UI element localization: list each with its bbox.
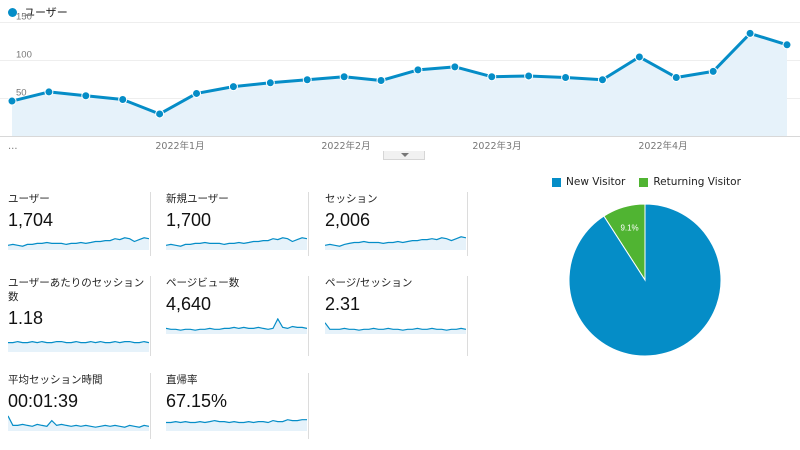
data-point[interactable]	[745, 28, 755, 38]
y-tick-label: 150	[16, 12, 32, 23]
y-tick-label: 100	[16, 50, 32, 61]
metric-sparkline	[166, 419, 307, 431]
sparkline-line	[166, 419, 307, 424]
legend-dot-icon	[8, 7, 17, 17]
sparkline-line	[8, 415, 149, 428]
data-point[interactable]	[7, 96, 17, 106]
metric-label: 新規ユーザー	[166, 193, 229, 205]
metric-label: 平均セッション時間	[8, 374, 103, 386]
sparkline-line	[325, 236, 466, 247]
data-point[interactable]	[524, 71, 534, 81]
data-point[interactable]	[155, 109, 165, 119]
pie-legend-item-returning[interactable]: Returning Visitor	[639, 176, 741, 188]
metric-tile[interactable]: 平均セッション時間 00:01:39	[8, 373, 151, 439]
swatch-new-icon	[552, 177, 561, 187]
data-point[interactable]	[671, 72, 681, 82]
swatch-returning-icon	[639, 177, 649, 187]
visitor-type-pie-chart[interactable]: 9.1% 90.9%	[560, 195, 730, 365]
metric-tile[interactable]: ユーザー 1,704	[8, 192, 151, 256]
sparkline-area	[166, 237, 307, 250]
sparkline-area	[8, 415, 149, 431]
metric-tile[interactable]: セッション 2,006	[325, 192, 468, 256]
chart-legend[interactable]: ユーザー	[8, 4, 68, 20]
metric-sparkline	[8, 237, 149, 250]
sparkline-line	[166, 318, 307, 331]
x-tick-label: …	[8, 141, 18, 152]
x-tick-label: 2022年1月	[155, 140, 204, 152]
metric-label: ページ/セッション	[325, 277, 413, 289]
users-line-chart[interactable]: 150 100 50 … 2022年1月 2022年2月 2022年3月 2022年4月	[0, 0, 800, 160]
metric-label: ユーザーあたりのセッション数	[8, 277, 145, 303]
pie-legend-label-new: New Visitor	[566, 176, 626, 188]
sparkline-area	[166, 419, 307, 431]
sparkline-area	[8, 341, 149, 352]
metric-tile[interactable]: ユーザーあたりのセッション数 1.18	[8, 276, 151, 356]
sparkline-area	[8, 237, 149, 250]
x-tick-label: 2022年2月	[321, 140, 370, 152]
series-area	[12, 33, 787, 136]
pie-legend-label-returning: Returning Visitor	[653, 176, 741, 188]
data-point[interactable]	[81, 91, 91, 101]
metric-tile[interactable]: ページビュー数 4,640	[166, 276, 309, 356]
data-point[interactable]	[413, 65, 423, 75]
series-line	[11, 31, 788, 116]
data-point[interactable]	[634, 52, 644, 62]
data-point[interactable]	[192, 88, 202, 98]
x-tick-label: 2022年4月	[638, 140, 687, 152]
data-point[interactable]	[376, 76, 386, 86]
metric-sparkline	[8, 415, 149, 431]
metric-value: 4,640	[166, 294, 212, 314]
data-point[interactable]	[339, 72, 349, 82]
data-point[interactable]	[597, 75, 607, 85]
sparkline-area	[166, 318, 307, 334]
metric-value: 1.18	[8, 308, 44, 328]
metric-sparkline	[166, 318, 307, 334]
metric-value: 00:01:39	[8, 391, 79, 411]
pie-slice-label: 90.9%	[649, 363, 672, 365]
sparkline-line	[166, 237, 307, 247]
pie-legend: New Visitor Returning Visitor	[552, 176, 741, 188]
data-point[interactable]	[118, 95, 128, 105]
metric-sparkline	[325, 322, 466, 334]
metric-value: 2,006	[325, 210, 371, 230]
metric-sparkline	[166, 237, 307, 250]
metric-value: 1,700	[166, 210, 212, 230]
sparkline-area	[325, 322, 466, 334]
data-point[interactable]	[44, 87, 54, 97]
data-point[interactable]	[708, 66, 718, 76]
metric-label: ページビュー数	[166, 277, 240, 289]
metric-label: ユーザー	[8, 193, 50, 205]
x-tick-label: 2022年3月	[472, 140, 521, 152]
pie-legend-item-new[interactable]: New Visitor	[552, 176, 625, 188]
sparkline-line	[325, 322, 466, 331]
metric-value: 1,704	[8, 210, 54, 230]
sparkline-area	[325, 236, 466, 250]
collapse-chart-button[interactable]	[383, 151, 425, 160]
data-point[interactable]	[265, 78, 275, 88]
metric-label: セッション	[325, 193, 378, 205]
metric-sparkline	[8, 340, 149, 352]
data-point[interactable]	[561, 72, 571, 82]
data-point[interactable]	[228, 82, 238, 92]
pie-slice-label: 9.1%	[620, 224, 638, 233]
metric-tile[interactable]: 新規ユーザー 1,700	[166, 192, 309, 256]
metric-value: 2.31	[325, 294, 361, 314]
data-point[interactable]	[487, 72, 497, 82]
metric-tile[interactable]: 直帰率 67.15%	[166, 373, 309, 439]
y-tick-label: 50	[16, 88, 27, 99]
metric-label: 直帰率	[166, 374, 198, 386]
metric-tile[interactable]: ページ/セッション 2.31	[325, 276, 468, 356]
sparkline-line	[8, 340, 149, 344]
pie-slice-new[interactable]	[568, 203, 722, 357]
data-point[interactable]	[782, 40, 792, 50]
sparkline-line	[8, 237, 149, 247]
data-point[interactable]	[450, 62, 460, 72]
legend-label: ユーザー	[24, 6, 68, 19]
data-point[interactable]	[302, 75, 312, 85]
metric-sparkline	[325, 236, 466, 250]
metric-value: 67.15%	[166, 391, 228, 411]
